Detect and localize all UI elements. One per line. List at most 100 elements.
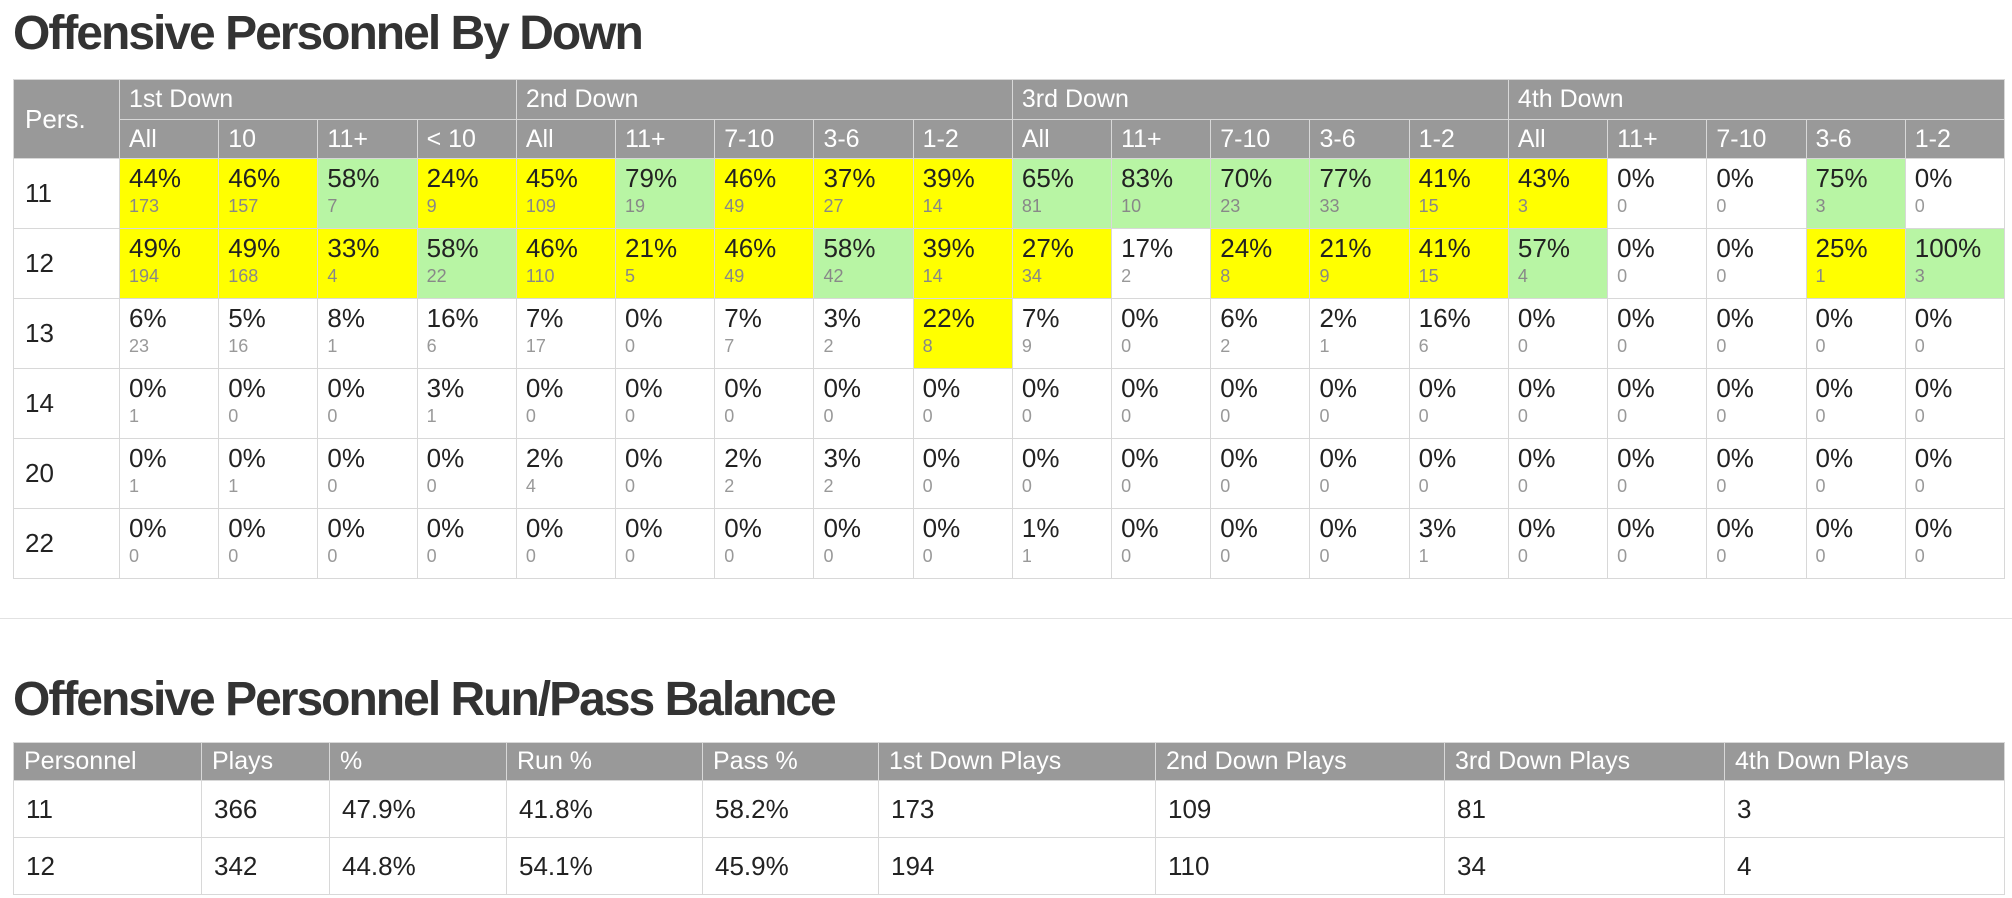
table-cell: 0% 0 — [615, 508, 716, 579]
distance-column-header: 11+ — [615, 119, 716, 159]
table-cell: 2% 2 — [714, 438, 815, 509]
percent-value: 7% — [1021, 303, 1060, 333]
table-cell: 0% 0 — [218, 508, 319, 579]
table-cell: 0% 0 — [1210, 508, 1311, 579]
percent-value: 16% — [426, 303, 479, 333]
section-divider — [0, 618, 2012, 619]
percent-value: 0% — [426, 513, 465, 543]
table-cell: 17% 2 — [1111, 228, 1212, 299]
percent-value: 25% — [1815, 233, 1868, 263]
table-cell: 0% 1 — [218, 438, 319, 509]
table-cell: 173 — [878, 780, 1156, 838]
distance-column-header: 11+ — [1607, 119, 1708, 159]
distance-column-header: 7-10 — [714, 119, 815, 159]
play-count: 3 — [1914, 266, 1925, 286]
play-count: 194 — [129, 266, 160, 286]
play-count: 1 — [1021, 546, 1032, 566]
percent-value: 37% — [823, 163, 876, 193]
table-cell: 12 — [13, 837, 202, 895]
column-header: Pass % — [702, 742, 879, 781]
table-cell: 58.2% — [702, 780, 879, 838]
table-cell: 75% 3 — [1805, 158, 1906, 229]
percent-value: 0% — [525, 373, 564, 403]
table-cell: 57% 4 — [1507, 228, 1609, 299]
table-header-row: Personnel Plays% Run % Pass % 1st Down Plays… — [13, 742, 2005, 781]
table-cell: 0% 0 — [1111, 508, 1212, 579]
table-cell: 3% 2 — [813, 438, 914, 509]
table-cell: 46% 49 — [714, 158, 815, 229]
table-cell: 25% 1 — [1805, 228, 1906, 299]
play-count: 0 — [625, 406, 636, 426]
table-cell: 0% 0 — [1507, 368, 1609, 439]
table-cell: 0% 0 — [1805, 298, 1906, 369]
table-cell: 16% 6 — [416, 298, 517, 369]
play-count: 2 — [1121, 266, 1132, 286]
play-count: 0 — [1716, 336, 1727, 356]
percent-value: 0% — [525, 513, 564, 543]
play-count: 4 — [1517, 266, 1528, 286]
percent-value: 3% — [426, 373, 465, 403]
play-count: 15 — [1418, 196, 1439, 216]
table-cell: 0% 0 — [714, 508, 815, 579]
play-count: 0 — [1021, 406, 1032, 426]
play-count: 19 — [625, 196, 646, 216]
play-count: 1 — [129, 476, 140, 496]
table-cell: 0% 0 — [1408, 438, 1509, 509]
personnel-label: 11 — [13, 158, 120, 229]
table-cell: 342 — [201, 837, 330, 895]
play-count: 2 — [724, 476, 735, 496]
play-count: 0 — [1617, 336, 1628, 356]
percent-value: 0% — [327, 513, 365, 543]
table-cell: 3 — [1724, 780, 2005, 838]
table-cell: 0% 0 — [1706, 368, 1807, 439]
table-cell: 0% 0 — [912, 508, 1013, 579]
percent-value: 0% — [1418, 373, 1457, 403]
play-count: 0 — [1815, 546, 1826, 566]
play-count: 0 — [1716, 266, 1727, 286]
table-cell: 34 — [1444, 837, 1725, 895]
table-cell: 0% 0 — [1309, 438, 1410, 509]
play-count: 0 — [1914, 546, 1925, 566]
play-count: 1 — [1815, 266, 1826, 286]
percent-value: 0% — [1319, 513, 1358, 543]
percent-value: 6% — [129, 303, 167, 333]
percent-value: 21% — [625, 233, 678, 263]
table-cell: 81 — [1444, 780, 1725, 838]
play-count: 157 — [228, 196, 259, 216]
table-cell: 0% 0 — [1111, 298, 1212, 369]
percent-value: 0% — [1517, 443, 1556, 473]
personnel-label: 22 — [13, 508, 120, 579]
percent-value: 39% — [922, 233, 975, 263]
table-row: 14 0% 1 0% 0 0% 0 3% 1 0% 0 0% 0 0% 0 0% 0 0% 0 0% 0 0% 0 0% 0 0%… — [13, 368, 2005, 439]
play-count: 42 — [823, 266, 844, 286]
table-cell: 44.8% — [329, 837, 507, 895]
table-cell: 46% 110 — [515, 228, 617, 299]
column-header: 4th Down Plays — [1724, 742, 2005, 781]
percent-value: 1% — [1021, 513, 1060, 543]
table-cell: 3% 1 — [1408, 508, 1509, 579]
table-cell: 24% 8 — [1210, 228, 1311, 299]
percent-value: 24% — [1220, 233, 1273, 263]
play-count: 1 — [129, 406, 140, 426]
play-count: 168 — [228, 266, 259, 286]
table-cell: 54.1% — [506, 837, 703, 895]
percent-value: 0% — [1021, 373, 1060, 403]
percent-value: 0% — [1716, 233, 1754, 263]
column-header: 1st Down Plays — [878, 742, 1156, 781]
distance-column-header: < 10 — [416, 119, 517, 159]
play-count: 23 — [1220, 196, 1241, 216]
play-count: 0 — [1914, 196, 1925, 216]
table-cell: 16% 6 — [1408, 298, 1509, 369]
percent-value: 0% — [1418, 443, 1457, 473]
percent-value: 0% — [327, 373, 365, 403]
table-cell: 39% 14 — [912, 158, 1013, 229]
distance-column-header: 1-2 — [912, 119, 1013, 159]
table-row: 11 44% 173 46% 157 58% 7 24% 9 45% 109 79% 19 46% 49 37… — [13, 158, 2005, 229]
play-count: 0 — [1716, 546, 1727, 566]
play-count: 5 — [625, 266, 636, 286]
percent-value: 0% — [724, 373, 762, 403]
table-cell: 0% 0 — [1706, 508, 1807, 579]
table-cell: 0% 0 — [1607, 508, 1708, 579]
table-cell: 1% 1 — [1011, 508, 1113, 579]
table-cell: 58% 22 — [416, 228, 517, 299]
